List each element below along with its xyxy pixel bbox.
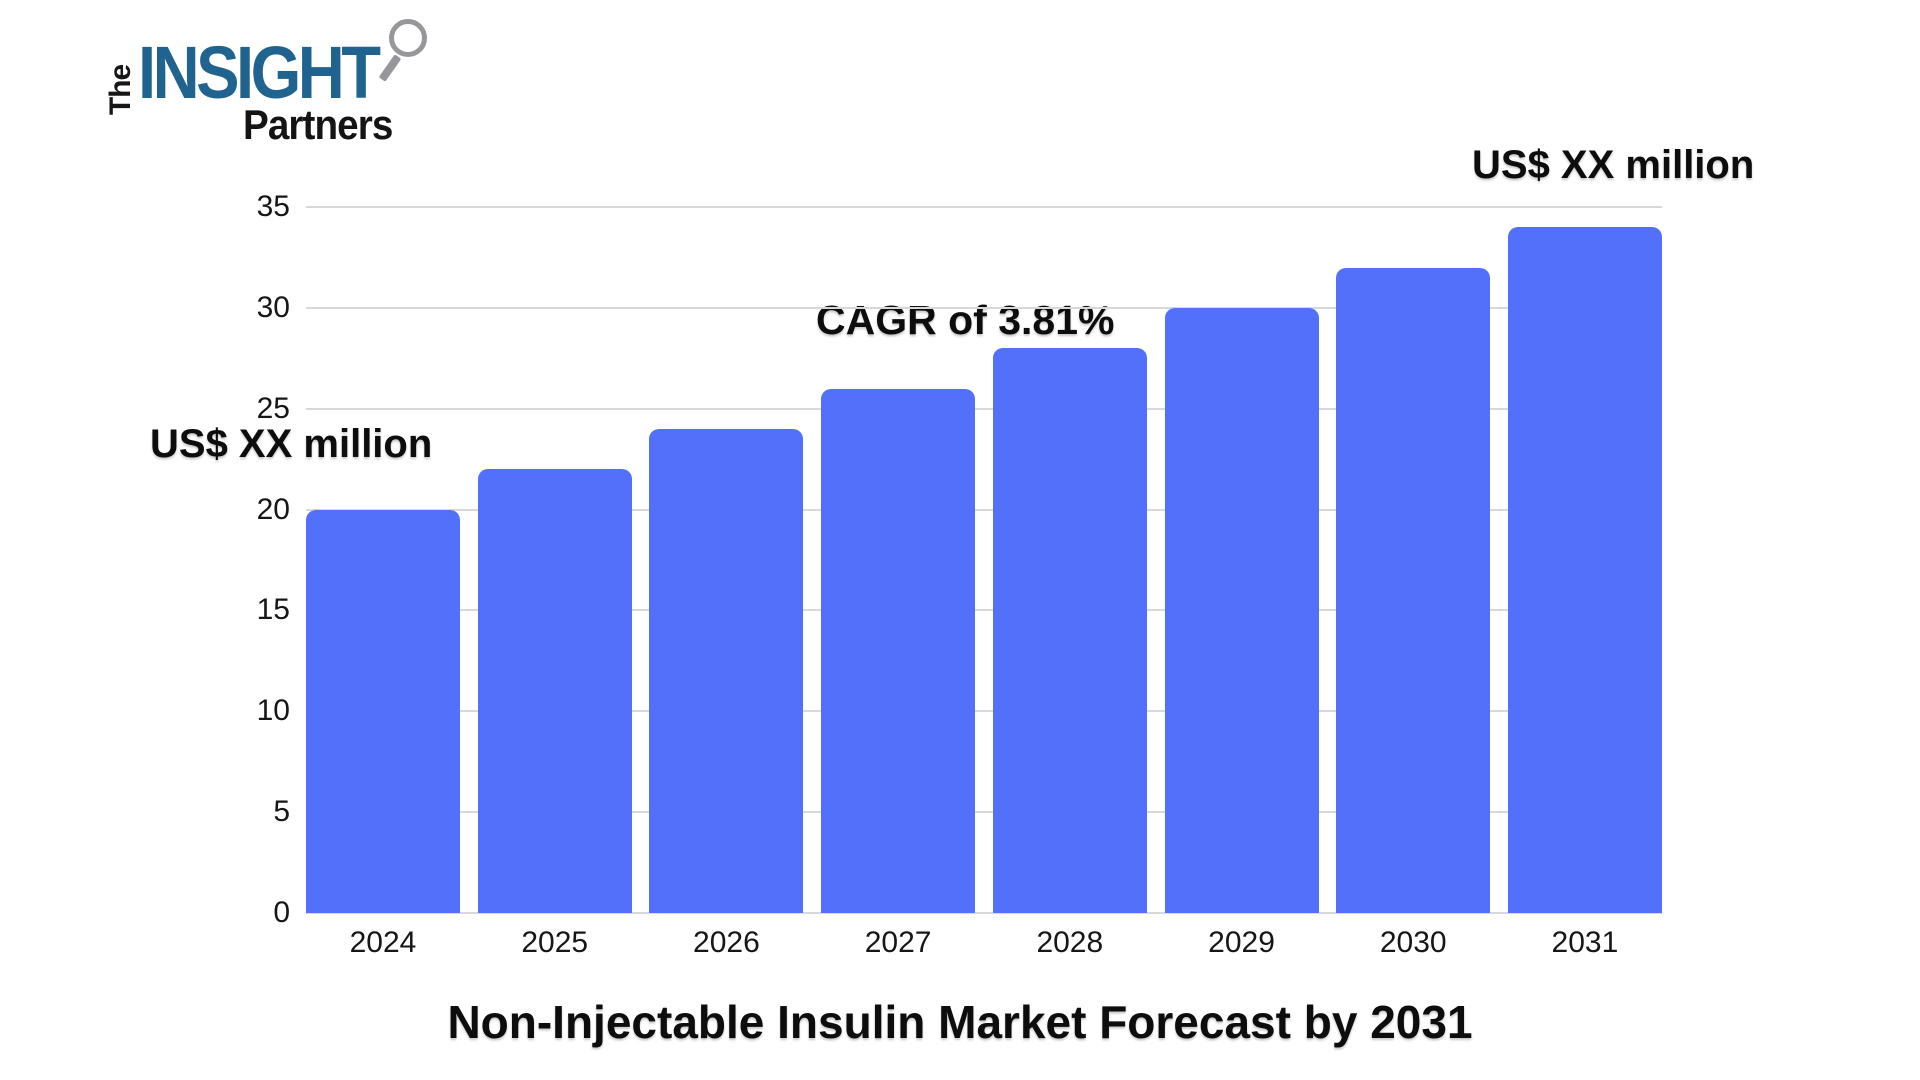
x-tick-label-2027: 2027 [864, 926, 932, 959]
y-tick-label-15: 15 [256, 593, 290, 627]
x-tick-label-2029: 2029 [1208, 926, 1275, 959]
bar-2026 [649, 428, 804, 913]
company-logo: The INSIGHT Partners [104, 18, 445, 148]
x-axis-labels: 2024 2025 2026 2027 2028 2029 2030 2031 [306, 927, 1662, 959]
bar-2028 [992, 348, 1147, 913]
annotation-2024-value: US$ XX million [150, 422, 433, 466]
logo-text-partners: Partners [243, 101, 393, 148]
bar-chart-plot: 0 5 10 15 20 25 30 35 2024 2025 2026 2027 2028 2029 2… [257, 192, 1662, 959]
x-tick-label-2028: 2028 [1036, 926, 1104, 959]
bar-2029 [1164, 307, 1319, 913]
y-tick-label-20: 20 [256, 492, 290, 526]
logo-text-the: The [104, 64, 137, 116]
x-tick-label-2025: 2025 [521, 926, 589, 959]
gridline-10 [306, 710, 1662, 713]
y-tick-label-10: 10 [256, 694, 290, 728]
gridline-20 [306, 508, 1662, 511]
bar-2030 [1336, 267, 1491, 913]
gridline-15 [306, 609, 1662, 612]
annotation-2031-value: US$ XX million [1472, 143, 1755, 187]
bar-2027 [821, 388, 976, 913]
gridline-35 [306, 206, 1662, 208]
x-tick-label-2031: 2031 [1551, 926, 1619, 959]
x-tick-label-2026: 2026 [693, 926, 760, 959]
x-tick-label-2024: 2024 [349, 926, 417, 959]
x-tick-label-2030: 2030 [1379, 926, 1447, 959]
annotation-cagr: CAGR of 3.81% [816, 297, 1115, 343]
gridline-5 [306, 811, 1662, 814]
gridline-25 [306, 407, 1662, 410]
y-tick-label-35: 35 [256, 190, 290, 223]
chart-title: Non-Injectable Insulin Market Forecast b… [447, 996, 1473, 1048]
y-tick-label-0: 0 [273, 896, 290, 929]
bar-2024 [306, 509, 460, 913]
magnifier-handle [378, 54, 402, 82]
bars-row [306, 207, 1662, 913]
logo-text-insight: INSIGHT [138, 31, 381, 114]
bar-2031 [1507, 227, 1662, 913]
y-tick-label-5: 5 [273, 795, 290, 829]
y-tick-label-25: 25 [256, 391, 290, 425]
magnifier-lens [389, 19, 427, 57]
y-tick-label-30: 30 [256, 290, 290, 324]
bar-2025 [477, 469, 632, 913]
gridline-30 [306, 306, 1662, 309]
gridline-0 [306, 912, 1662, 914]
